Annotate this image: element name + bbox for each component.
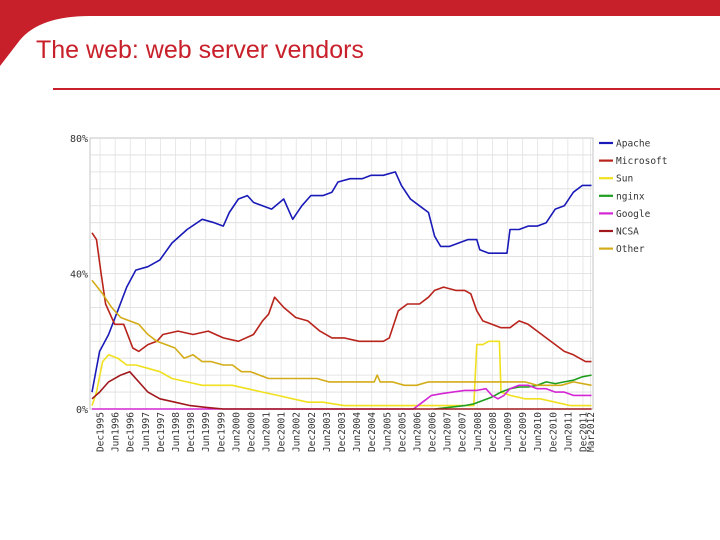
x-tick-label: Dec2009: [518, 412, 529, 452]
x-tick-label: Dec1998: [186, 412, 197, 452]
y-tick-label: 80%: [70, 134, 88, 145]
x-tick-label: Dec2008: [488, 412, 499, 452]
series-line-microsoft: [91, 232, 592, 363]
series-line-apache: [91, 171, 592, 393]
x-tick-label: Dec1995: [96, 412, 107, 452]
x-tick-label: Jun1999: [201, 412, 212, 452]
x-tick-label: Jun2008: [473, 412, 484, 452]
x-tick-label: Jun2006: [412, 412, 423, 452]
x-tick-label: Jun2004: [352, 412, 363, 452]
x-tick-label: Jun2009: [503, 412, 514, 452]
x-tick-label: Dec1999: [216, 412, 227, 452]
x-tick-label: Jun2010: [533, 412, 544, 452]
legend-label-ncsa: NCSA: [616, 227, 639, 238]
x-tick-label: Dec2000: [246, 412, 257, 452]
chart-series: [91, 171, 592, 410]
legend-label-microsoft: Microsoft: [616, 156, 667, 167]
x-tick-label: Dec1997: [156, 412, 167, 452]
x-tick-label: Dec2010: [548, 412, 559, 452]
x-tick-label: Jun2003: [322, 412, 333, 452]
series-line-ncsa: [91, 370, 592, 410]
x-tick-label: Dec2005: [397, 412, 408, 452]
header-swoosh-shape: [0, 0, 720, 66]
web-server-share-chart: 80% 40% 0% Dec1995 Jun1996 Dec1996 Jun1997 Dec1…: [55, 125, 675, 470]
y-tick-label: 0%: [76, 405, 88, 416]
y-tick-label: 40%: [70, 270, 88, 281]
x-tick-label: Dec2004: [367, 412, 378, 452]
series-line-google: [92, 384, 592, 410]
x-tick-label: Dec2011: [578, 412, 589, 452]
x-tick-label: Jun2002: [292, 412, 303, 452]
title-underline: [53, 88, 720, 90]
chart-legend: Apache Microsoft Sun nginx Google NCSA Other: [599, 139, 667, 255]
x-tick-label: Dec1996: [126, 412, 137, 452]
chart-canvas: 80% 40% 0% Dec1995 Jun1996 Dec1996 Jun1997 Dec1…: [70, 134, 668, 452]
legend-label-other: Other: [616, 244, 645, 255]
legend-label-sun: Sun: [616, 174, 633, 185]
series-line-sun: [91, 340, 592, 407]
x-tick-label: Dec2003: [337, 412, 348, 452]
legend-label-google: Google: [616, 209, 651, 220]
legend-label-apache: Apache: [616, 139, 651, 150]
x-tick-label: Jun2007: [443, 412, 454, 452]
x-tick-label: Dec2007: [458, 412, 469, 452]
chart-grid: [89, 137, 594, 410]
x-tick-label: Jun2001: [262, 412, 273, 452]
x-tick-label: Dec2006: [428, 412, 439, 452]
series-line-other: [91, 279, 592, 387]
x-tick-label: Jun1996: [111, 412, 122, 452]
x-tick-label: Dec2002: [307, 412, 318, 452]
x-tick-label: Dec2001: [277, 412, 288, 452]
x-tick-label: Jun2005: [382, 412, 393, 452]
series-line-nginx: [434, 374, 592, 410]
legend-label-nginx: nginx: [616, 191, 645, 202]
x-tick-label: Jun1997: [141, 412, 152, 452]
chart-axes: 80% 40% 0% Dec1995 Jun1996 Dec1996 Jun1997 Dec1…: [70, 134, 597, 452]
x-tick-label: Jun1998: [171, 412, 182, 452]
x-tick-label: Jun2000: [231, 412, 242, 452]
x-tick-label: Jun2011: [563, 412, 574, 452]
slide-title: The web: web server vendors: [36, 36, 364, 64]
x-tick-label: Mar2012: [586, 412, 597, 452]
header-swoosh: [0, 0, 720, 66]
